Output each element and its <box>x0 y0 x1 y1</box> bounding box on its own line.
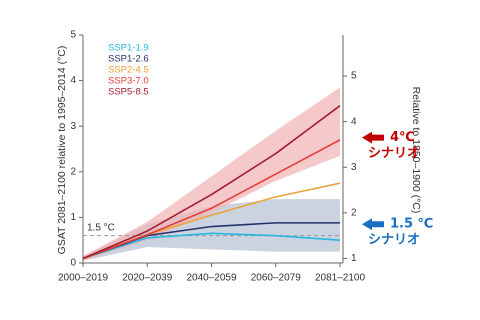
legend-entry: SSP1-2.6 <box>108 54 149 65</box>
series-line <box>82 232 341 260</box>
annotation-text: シナリオ <box>368 233 420 248</box>
y-tick-label: 1 <box>70 212 76 223</box>
series-line <box>82 139 341 260</box>
y-tick-label: 5 <box>70 30 76 41</box>
legend-entry: SSP2-4.5 <box>108 65 149 76</box>
annotation-text: 1.5 ℃ <box>390 217 433 232</box>
y2-tick-label: 3 <box>351 162 357 173</box>
y-tick-label: 3 <box>70 121 76 132</box>
annotation-arrow <box>362 131 384 144</box>
uncertainty-band <box>83 199 340 261</box>
y2-tick-label: 1 <box>351 253 357 264</box>
x-tick-label: 2000–2019 <box>58 273 108 284</box>
y2-tick-label: 2 <box>351 207 357 218</box>
x-tick-label: 2081–2100 <box>315 273 365 284</box>
legend-entry: SSP1-1.9 <box>108 43 149 54</box>
y-tick-label: 4 <box>70 75 76 86</box>
y-tick-label: 0 <box>70 258 76 269</box>
y2-tick-label: 4 <box>351 116 357 127</box>
annotation-arrow <box>362 218 384 231</box>
y2-tick-label: 5 <box>351 71 357 82</box>
x-tick-label: 2020–2039 <box>122 273 172 284</box>
uncertainty-band <box>83 87 340 261</box>
series-line <box>82 105 341 260</box>
annotation-text: 4℃ <box>390 130 415 145</box>
legend-entry: SSP3-7.0 <box>108 76 149 87</box>
y-tick-label: 2 <box>70 166 76 177</box>
y-axis-label: GSAT 2081–2100 relative to 1995–2014 (°C… <box>56 46 68 255</box>
legend-entry: SSP5-8.5 <box>108 87 149 98</box>
reference-label: 1.5 °C <box>87 222 115 233</box>
x-tick-label: 2060–2079 <box>251 273 301 284</box>
x-tick-label: 2040–2059 <box>186 273 236 284</box>
y2-axis-label: Relative to 1850–1900 (°C) <box>410 87 422 214</box>
annotation-text: シナリオ <box>368 146 420 161</box>
